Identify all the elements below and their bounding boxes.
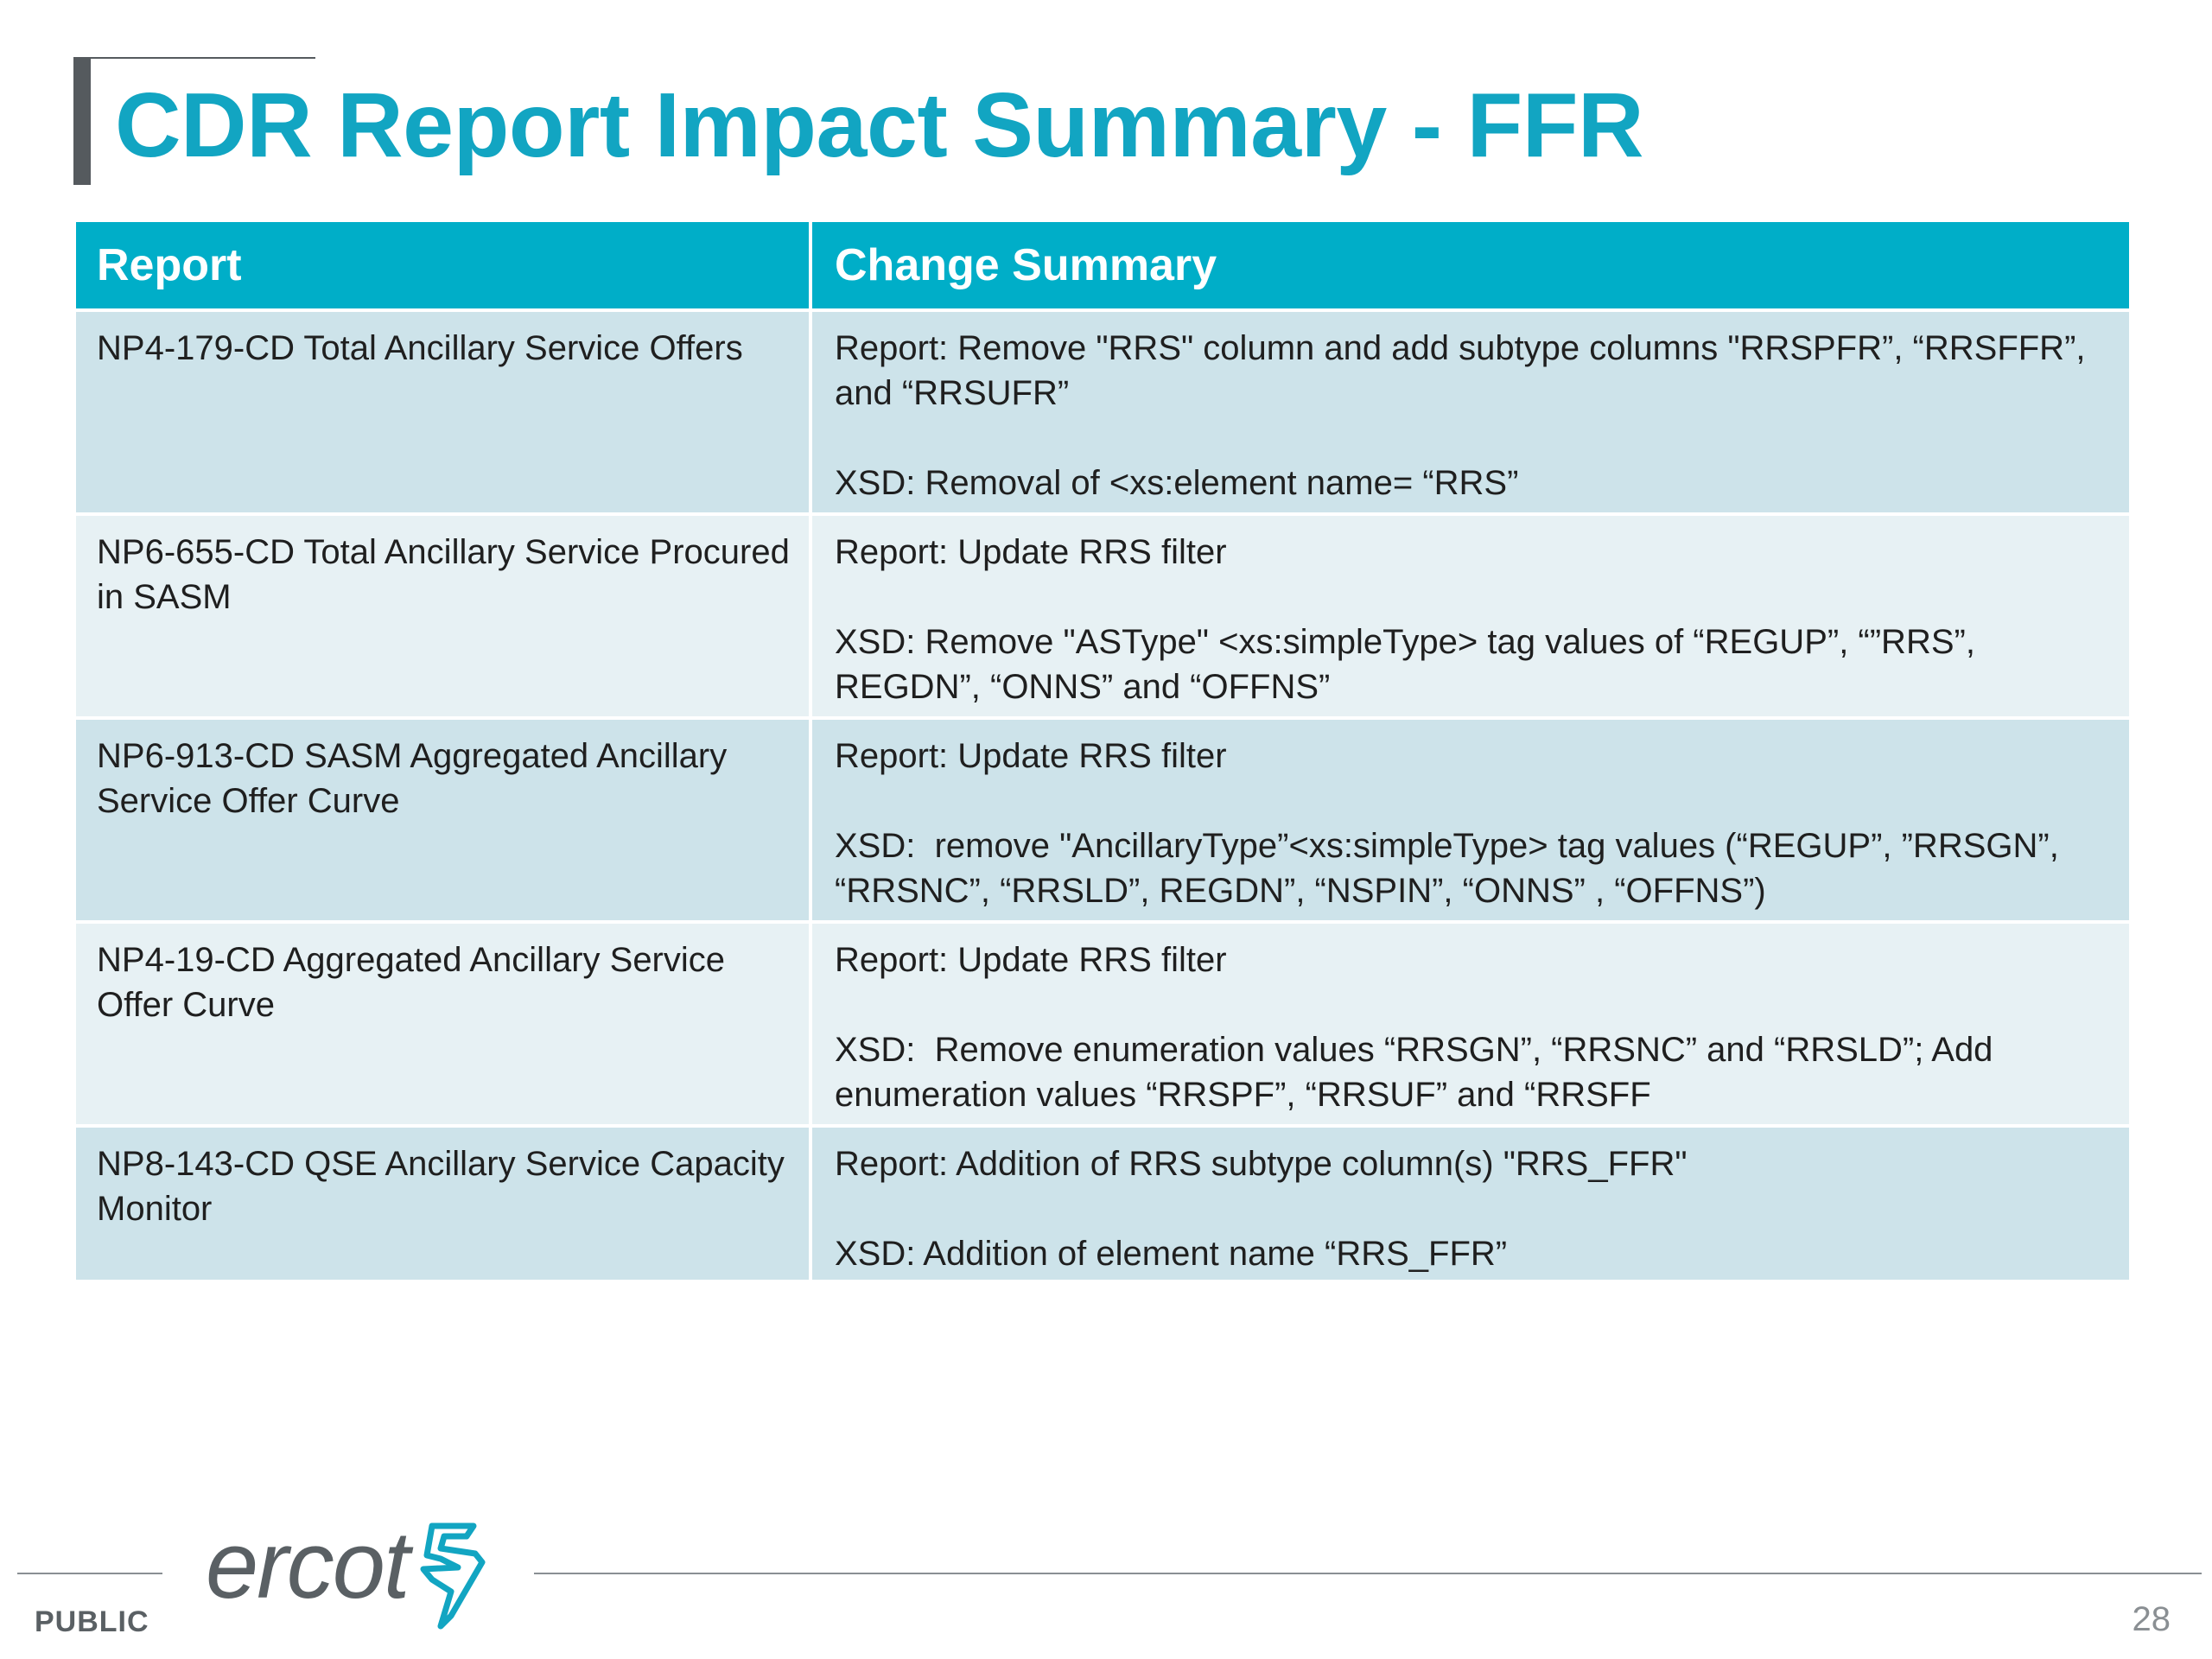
- slide-title: CDR Report Impact Summary - FFR: [115, 74, 1644, 176]
- logo-wordmark: ercot: [206, 1512, 410, 1618]
- header-change-summary: Change Summary: [835, 240, 1217, 290]
- table-row: NP6-655-CD Total Ancillary Service Procu…: [76, 516, 2129, 720]
- change-summary: Report: Update RRS filter XSD: Remove en…: [812, 924, 2129, 1124]
- lightning-bolt-icon: [420, 1522, 486, 1630]
- summary-report-line: Report: Addition of RRS subtype column(s…: [835, 1145, 1688, 1183]
- report-name: NP8-143-CD QSE Ancillary Service Capacit…: [76, 1128, 812, 1280]
- impact-summary-table: Report Change Summary NP4-179-CD Total A…: [76, 222, 2129, 1283]
- change-summary: Report: Update RRS filter XSD: Remove "A…: [812, 516, 2129, 716]
- classification-label: PUBLIC: [35, 1605, 149, 1638]
- footer-divider-left: [17, 1573, 162, 1574]
- header-report: Report: [76, 222, 812, 308]
- table-row: NP4-19-CD Aggregated Ancillary Service O…: [76, 924, 2129, 1128]
- title-accent-bar: [73, 57, 91, 185]
- table-header-row: Report Change Summary: [76, 222, 2129, 312]
- title-accent-line: [73, 57, 315, 59]
- summary-xsd-line: XSD: Remove "ASType" <xs:simpleType> tag…: [835, 623, 1986, 706]
- ercot-logo: ercot: [206, 1514, 491, 1635]
- footer-divider-right: [534, 1573, 2202, 1574]
- summary-xsd-line: XSD: Removal of <xs:element name= “RRS”: [835, 464, 1519, 502]
- table-row: NP6-913-CD SASM Aggregated Ancillary Ser…: [76, 720, 2129, 924]
- summary-xsd-line: XSD: Remove enumeration values “RRSGN”, …: [835, 1031, 2003, 1114]
- report-name: NP6-913-CD SASM Aggregated Ancillary Ser…: [76, 720, 812, 920]
- table-row: NP4-179-CD Total Ancillary Service Offer…: [76, 312, 2129, 516]
- change-summary: Report: Remove "RRS" column and add subt…: [812, 312, 2129, 512]
- report-name: NP4-19-CD Aggregated Ancillary Service O…: [76, 924, 812, 1124]
- change-summary: Report: Addition of RRS subtype column(s…: [812, 1128, 2129, 1280]
- summary-report-line: Report: Update RRS filter: [835, 737, 1227, 775]
- change-summary: Report: Update RRS filter XSD: remove "A…: [812, 720, 2129, 920]
- summary-report-line: Report: Update RRS filter: [835, 533, 1227, 571]
- summary-report-line: Report: Remove "RRS" column and add subt…: [835, 329, 2095, 412]
- summary-xsd-line: XSD: Addition of element name “RRS_FFR”: [835, 1235, 1508, 1273]
- report-name: NP4-179-CD Total Ancillary Service Offer…: [76, 312, 812, 512]
- summary-report-line: Report: Update RRS filter: [835, 941, 1227, 979]
- table-row: NP8-143-CD QSE Ancillary Service Capacit…: [76, 1128, 2129, 1283]
- page-number: 28: [2132, 1600, 2171, 1638]
- summary-xsd-line: XSD: remove "AncillaryType”<xs:simpleTyp…: [835, 827, 2069, 910]
- report-name: NP6-655-CD Total Ancillary Service Procu…: [76, 516, 812, 716]
